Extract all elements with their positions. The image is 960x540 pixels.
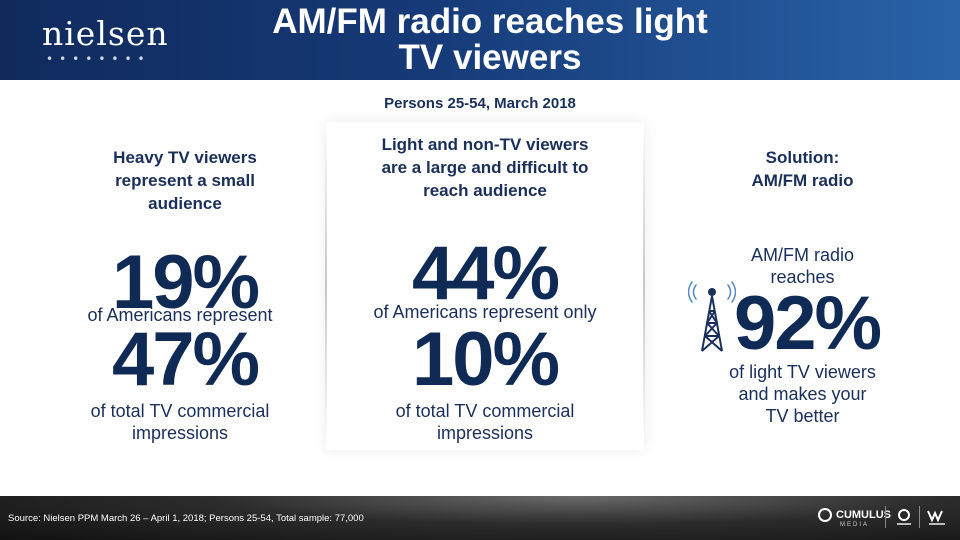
cumulus-circle-icon <box>818 508 832 522</box>
right-lead-text-line: reaches <box>770 267 835 287</box>
left-stat-47: 47% <box>111 317 260 402</box>
right-stat-text-line: of light TV viewers <box>729 362 876 382</box>
nielsen-logo-dots: •••••••• <box>46 52 151 66</box>
radio-tower-icon <box>688 281 736 352</box>
right-stat-92: 92% <box>733 281 882 366</box>
page-title-line1: AM/FM radio reaches light <box>272 2 708 41</box>
left-stat2-text-line: of total TV commercial <box>90 401 270 421</box>
page-title-line2: TV viewers <box>398 38 582 77</box>
right-heading-line: AM/FM radio <box>751 171 854 190</box>
cumulus-sub-label: MEDIA <box>840 522 870 528</box>
footer-bar: Source: Nielsen PPM March 26 – April 1, … <box>0 496 960 540</box>
cumulus-radio-logo-icon <box>897 509 911 525</box>
page-title: AM/FM radio reaches light TV viewers <box>190 4 790 76</box>
right-divider <box>643 130 645 440</box>
cumulus-logo: CUMULUS <box>818 508 891 522</box>
westwood-one-logo-icon <box>927 510 945 525</box>
right-lead-text-line: AM/FM radio <box>750 245 855 265</box>
center-stat2-text: of total TV commercial impressions <box>330 400 640 444</box>
right-heading-line: Solution: <box>765 148 840 167</box>
left-heading-line: audience <box>148 194 222 213</box>
source-note: Source: Nielsen PPM March 26 – April 1, … <box>8 513 364 524</box>
right-stat-text: of light TV viewers and makes your TV be… <box>650 361 955 427</box>
center-heading-line: reach audience <box>423 181 547 200</box>
center-stat-44: 44% <box>411 231 560 316</box>
left-divider <box>325 130 327 440</box>
center-heading: Light and non-TV viewers are a large and… <box>330 133 640 202</box>
left-stat2-text: of total TV commercial impressions <box>30 400 330 444</box>
page-subtitle: Persons 25-54, March 2018 <box>384 95 576 112</box>
right-lead-text: AM/FM radio reaches <box>650 244 955 288</box>
left-stat2-text-line: impressions <box>131 423 229 443</box>
cumulus-label: CUMULUS <box>836 509 891 521</box>
footer-logo-separator <box>919 506 920 528</box>
center-stat-10: 10% <box>411 317 560 402</box>
center-stat2-text-line: impressions <box>436 423 534 443</box>
footer-logo-separator <box>885 506 886 528</box>
nielsen-logo: nielsen <box>42 14 169 53</box>
left-stat-19: 19% <box>111 240 260 325</box>
header-banner: nielsen •••••••• AM/FM radio reaches lig… <box>0 0 960 80</box>
left-heading-line: Heavy TV viewers <box>113 148 257 167</box>
left-heading-line: represent a small <box>115 171 255 190</box>
left-stat1-text: of Americans represent <box>87 305 273 325</box>
right-stat-text-line: TV better <box>765 406 840 426</box>
center-stat2-text-line: of total TV commercial <box>395 401 575 421</box>
right-stat-text-line: and makes your <box>738 384 867 404</box>
center-heading-line: are a large and difficult to <box>381 158 589 177</box>
center-heading-line: Light and non-TV viewers <box>381 135 589 154</box>
right-heading: Solution: AM/FM radio <box>650 146 955 192</box>
left-heading: Heavy TV viewers represent a small audie… <box>40 146 330 215</box>
center-stat1-text: of Americans represent only <box>373 302 597 322</box>
center-panel <box>326 122 644 450</box>
